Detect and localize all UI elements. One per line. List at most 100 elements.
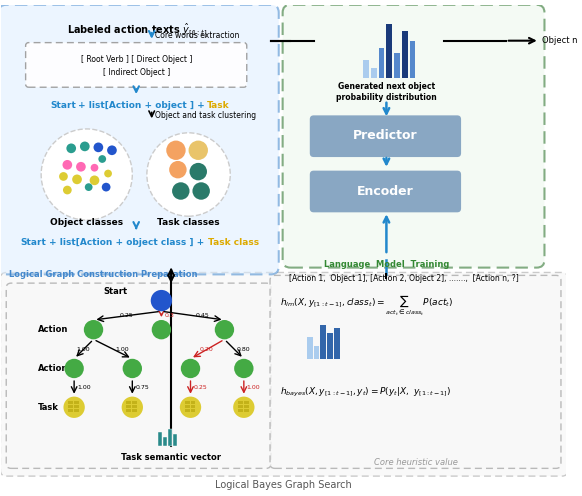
Text: Object classes: Object classes bbox=[50, 218, 123, 227]
Circle shape bbox=[65, 359, 84, 378]
Text: Task classes: Task classes bbox=[157, 218, 220, 227]
Text: Object and task clustering: Object and task clustering bbox=[155, 111, 255, 120]
Text: 1.00: 1.00 bbox=[76, 347, 90, 352]
Circle shape bbox=[72, 175, 82, 184]
Circle shape bbox=[98, 155, 106, 163]
Text: $h_{bayes}(X, y_{[1:t-1]}, y_t) = P(y_t|X,\ y_{[1:t-1]})$: $h_{bayes}(X, y_{[1:t-1]}, y_t) = P(y_t|… bbox=[280, 386, 451, 399]
Bar bbox=[184, 401, 190, 404]
Bar bbox=[184, 405, 190, 408]
Bar bbox=[74, 405, 79, 408]
Bar bbox=[68, 401, 73, 404]
Bar bbox=[168, 429, 172, 446]
Circle shape bbox=[91, 164, 98, 172]
Bar bbox=[238, 405, 243, 408]
Bar bbox=[307, 337, 313, 359]
FancyBboxPatch shape bbox=[0, 5, 279, 274]
Text: 1.00: 1.00 bbox=[77, 385, 91, 390]
Bar bbox=[132, 401, 137, 404]
Circle shape bbox=[102, 183, 111, 191]
Bar bbox=[190, 409, 196, 412]
Bar bbox=[238, 401, 243, 404]
Circle shape bbox=[107, 145, 117, 155]
Bar bbox=[184, 409, 190, 412]
Bar bbox=[244, 409, 249, 412]
FancyBboxPatch shape bbox=[26, 43, 247, 87]
Circle shape bbox=[152, 320, 171, 339]
Bar bbox=[238, 409, 243, 412]
Text: Task semantic vector: Task semantic vector bbox=[121, 453, 221, 462]
Circle shape bbox=[104, 170, 112, 178]
Text: 0.80: 0.80 bbox=[237, 347, 251, 352]
Circle shape bbox=[85, 183, 93, 191]
Text: Action: Action bbox=[38, 364, 69, 373]
Bar bbox=[402, 31, 408, 77]
Text: [ Root Verb ] [ Direct Object ]: [ Root Verb ] [ Direct Object ] bbox=[80, 55, 192, 63]
Bar bbox=[363, 60, 369, 77]
Circle shape bbox=[180, 397, 201, 418]
Text: Task: Task bbox=[38, 403, 59, 412]
Circle shape bbox=[169, 161, 187, 179]
Circle shape bbox=[66, 143, 76, 153]
Bar bbox=[190, 405, 196, 408]
Text: Start: Start bbox=[104, 287, 127, 297]
Bar bbox=[164, 437, 167, 446]
Text: + list[Action + object class ] +: + list[Action + object class ] + bbox=[49, 238, 204, 247]
Bar bbox=[394, 53, 400, 77]
FancyBboxPatch shape bbox=[310, 171, 461, 212]
Circle shape bbox=[189, 140, 208, 160]
Bar bbox=[173, 434, 177, 446]
Circle shape bbox=[233, 397, 254, 418]
Circle shape bbox=[147, 133, 230, 216]
Text: Generated next object
probability distribution: Generated next object probability distri… bbox=[336, 82, 436, 102]
Text: Start: Start bbox=[21, 238, 47, 247]
Text: 0.75: 0.75 bbox=[135, 385, 149, 390]
Bar bbox=[158, 433, 162, 446]
Circle shape bbox=[80, 141, 90, 151]
Text: Core words extraction: Core words extraction bbox=[155, 31, 239, 40]
Text: Task: Task bbox=[207, 101, 230, 110]
Bar bbox=[244, 401, 249, 404]
Circle shape bbox=[215, 320, 234, 339]
Text: [Action 1,  Object 1], [Action 2, Object 2], .......,  [Action n, ?]: [Action 1, Object 1], [Action 2, Object … bbox=[289, 274, 519, 283]
Text: Start: Start bbox=[50, 101, 76, 110]
Bar bbox=[74, 409, 79, 412]
Bar bbox=[314, 346, 320, 359]
Text: Action: Action bbox=[38, 325, 69, 334]
Circle shape bbox=[181, 359, 200, 378]
Bar bbox=[126, 401, 132, 404]
Text: Object n: Object n bbox=[542, 36, 577, 45]
FancyBboxPatch shape bbox=[1, 272, 568, 476]
Text: [ Indirect Object ]: [ Indirect Object ] bbox=[102, 68, 170, 77]
Circle shape bbox=[193, 182, 210, 200]
Text: Logical Graph Construction Preparation: Logical Graph Construction Preparation bbox=[9, 269, 198, 279]
Text: Language  Model  Training: Language Model Training bbox=[324, 260, 449, 269]
Text: 0.25: 0.25 bbox=[120, 312, 133, 317]
Circle shape bbox=[190, 163, 207, 181]
FancyBboxPatch shape bbox=[310, 116, 461, 157]
Bar bbox=[132, 405, 137, 408]
Bar bbox=[74, 401, 79, 404]
Text: 0.25: 0.25 bbox=[193, 385, 207, 390]
Text: 1.00: 1.00 bbox=[116, 347, 129, 352]
Bar bbox=[334, 328, 340, 359]
Circle shape bbox=[90, 176, 100, 185]
Bar bbox=[410, 41, 416, 77]
Text: 1.00: 1.00 bbox=[247, 385, 260, 390]
Circle shape bbox=[41, 129, 132, 220]
Text: Encoder: Encoder bbox=[357, 185, 414, 197]
Text: 0.3: 0.3 bbox=[164, 312, 174, 317]
Circle shape bbox=[94, 142, 103, 152]
Circle shape bbox=[234, 359, 254, 378]
Circle shape bbox=[63, 186, 72, 194]
Bar bbox=[190, 401, 196, 404]
Circle shape bbox=[63, 397, 85, 418]
Circle shape bbox=[76, 162, 86, 172]
Bar bbox=[379, 49, 385, 77]
FancyBboxPatch shape bbox=[6, 283, 271, 468]
Circle shape bbox=[84, 320, 103, 339]
Circle shape bbox=[166, 140, 186, 160]
Text: Labeled action texts $\hat{y}_{[1:t]}$: Labeled action texts $\hat{y}_{[1:t]}$ bbox=[67, 22, 207, 40]
Bar bbox=[244, 405, 249, 408]
Text: Predictor: Predictor bbox=[353, 129, 418, 142]
Bar bbox=[321, 325, 327, 359]
